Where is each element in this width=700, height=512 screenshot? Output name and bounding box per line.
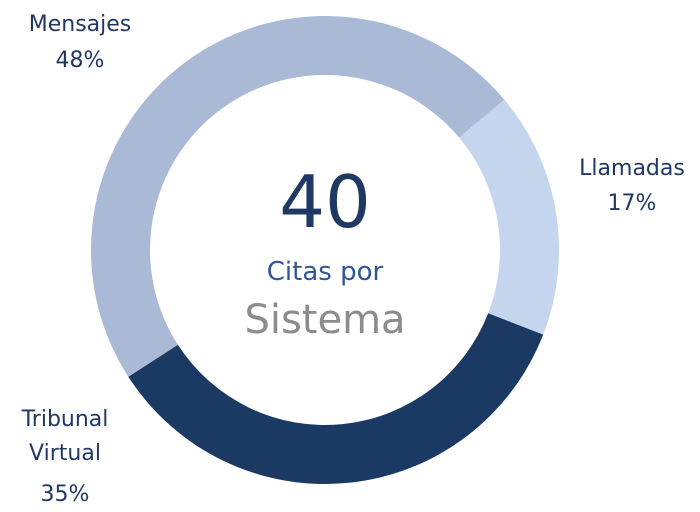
value-label: 35% <box>40 482 90 507</box>
donut-segment <box>459 99 559 335</box>
value-label: 48% <box>55 48 105 73</box>
category-label: Tribunal Virtual <box>21 407 109 466</box>
value-label: 17% <box>607 191 657 216</box>
center-total: 40 <box>279 160 371 244</box>
donut-segment <box>90 15 505 377</box>
center-text: Citas por <box>266 257 384 287</box>
center-text: Sistema <box>244 297 406 343</box>
category-label: Llamadas <box>579 156 685 181</box>
category-label: Mensajes <box>28 12 132 37</box>
donut-segment <box>128 313 544 484</box>
